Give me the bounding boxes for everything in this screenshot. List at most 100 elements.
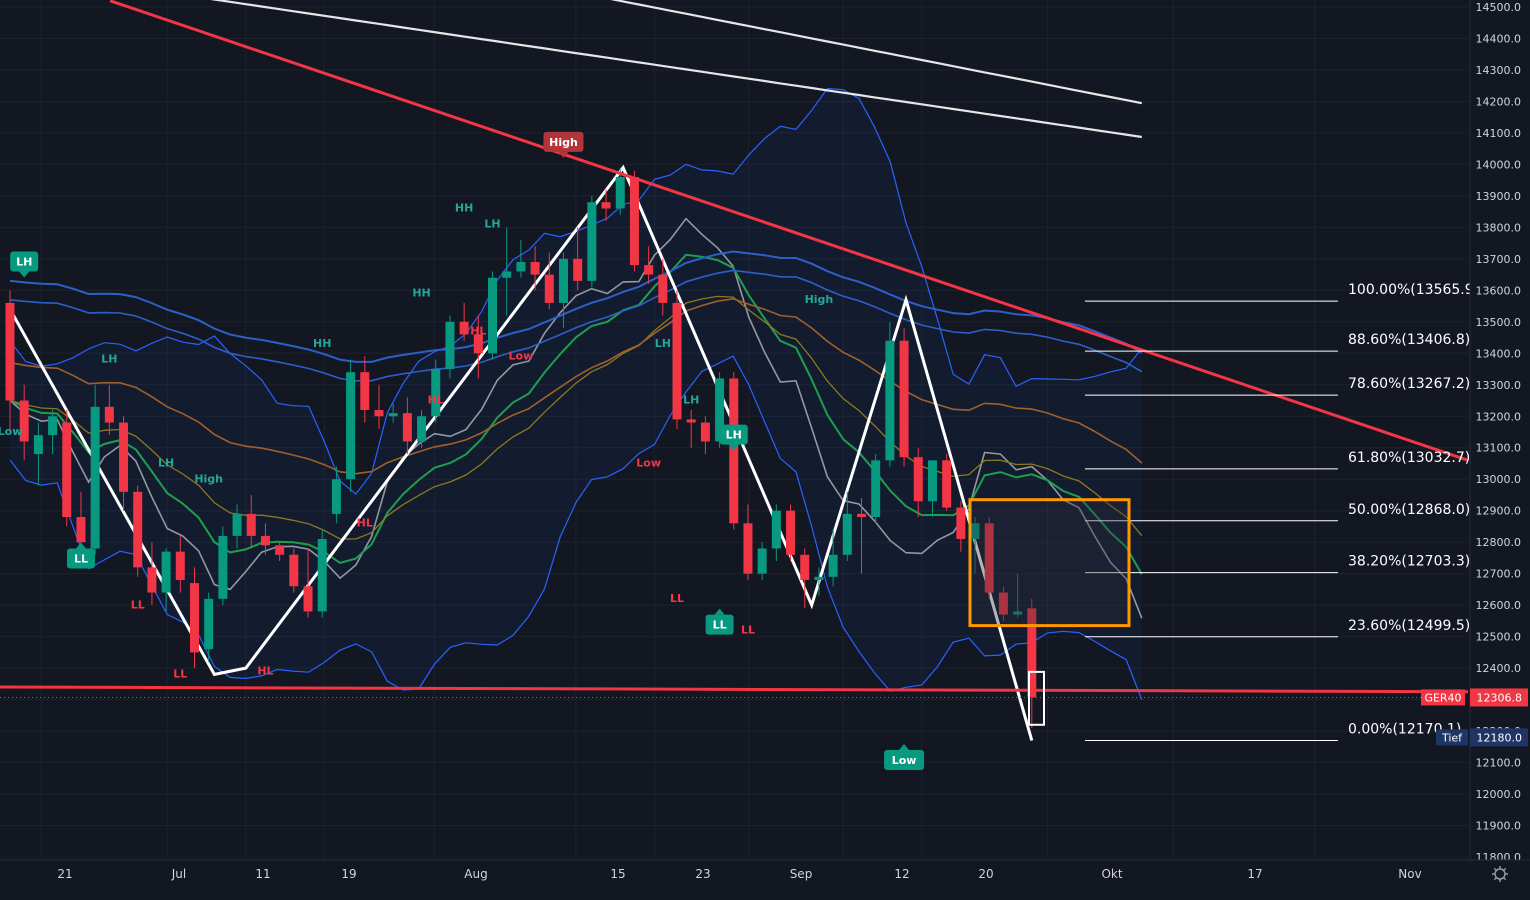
candle-body: [374, 409, 384, 417]
candle-body: [119, 422, 129, 492]
price-tick-label: 13100.0: [1476, 442, 1522, 455]
candle-body: [5, 302, 15, 401]
candle-body: [800, 554, 810, 580]
candle-body: [1027, 608, 1037, 698]
price-tick-label: 14200.0: [1476, 95, 1522, 108]
swing-badge-bg: [66, 548, 95, 569]
candle-body: [587, 202, 597, 281]
candle-body: [842, 513, 852, 555]
swing-badge-text: LL: [74, 552, 88, 565]
candle-body: [927, 460, 937, 502]
swing-label: LH: [101, 353, 117, 366]
swing-label: LH: [484, 217, 500, 230]
candle-body: [629, 177, 639, 266]
candle-body: [729, 378, 739, 524]
swing-label: LH: [158, 457, 174, 470]
candle-body: [998, 592, 1008, 615]
last-price-tag: 12306.8: [1477, 691, 1523, 704]
swing-label: Low: [0, 425, 22, 438]
time-axis-bg: [0, 860, 1530, 896]
fib-label: 38.20%(12703.3): [1348, 554, 1470, 570]
ma-brown: [9, 297, 1143, 475]
swing-badge: Low: [884, 743, 925, 770]
ma-white-2: [610, 0, 1143, 105]
swing-badge: LH: [10, 251, 39, 278]
swing-label: LL: [670, 592, 684, 605]
swing-badge-bg: [10, 251, 39, 272]
swing-badge-pointer: [714, 608, 725, 615]
price-tick-label: 12800.0: [1476, 536, 1522, 549]
ma-blue-2: [9, 269, 1143, 382]
price-tick-label: 11900.0: [1476, 820, 1522, 833]
candle-body: [431, 369, 441, 417]
swing-badge-text: High: [549, 136, 578, 149]
swing-badge-bg: [705, 614, 734, 635]
candle-body: [573, 258, 583, 281]
swing-label: HH: [412, 287, 430, 300]
candle-body: [899, 340, 909, 458]
ma-olive: [9, 295, 1143, 540]
candle-body: [871, 460, 881, 517]
swing-label: HL: [257, 664, 273, 677]
last-price-tag-bg: [1470, 688, 1528, 707]
swing-badge-pointer: [75, 542, 86, 549]
swing-label: LL: [173, 668, 187, 681]
price-tick-label: 13700.0: [1476, 253, 1522, 266]
price-tick-label: 12400.0: [1476, 662, 1522, 675]
price-tick-label: 14300.0: [1476, 64, 1522, 77]
swing-label: LH: [655, 337, 671, 350]
candle-body: [33, 435, 43, 455]
time-tick-label: Jul: [171, 867, 186, 881]
fib-label: 61.80%(13032.7): [1348, 450, 1470, 466]
symbol-tag: GER40: [1424, 691, 1461, 704]
swing-badge-bg: [543, 131, 584, 152]
candle-body: [516, 262, 526, 272]
price-tick-label: 13200.0: [1476, 410, 1522, 423]
candle-body: [62, 422, 72, 517]
candle-body: [488, 277, 498, 354]
ma-white-1: [210, 0, 1142, 139]
orange-zone-box[interactable]: [968, 498, 1131, 628]
time-tick-label: 23: [695, 867, 710, 881]
time-tick-label: Nov: [1398, 867, 1421, 881]
candle-body: [133, 491, 143, 568]
candle-body: [956, 507, 966, 540]
swing-label: High: [194, 472, 223, 485]
candle-body: [984, 523, 994, 593]
candle-body: [913, 457, 923, 502]
price-tick-label: 13400.0: [1476, 347, 1522, 360]
swing-label: HL: [428, 394, 444, 407]
price-tick-label: 12700.0: [1476, 568, 1522, 581]
gear-icon-tooth: [1503, 867, 1507, 871]
time-tick-label: Okt: [1101, 867, 1122, 881]
candle-body: [303, 586, 313, 612]
white-marker-box[interactable]: [1028, 670, 1045, 726]
candle-body: [90, 406, 100, 549]
candle-body: [175, 551, 185, 580]
swing-label: HL: [357, 516, 373, 529]
price-tick-label: 14500.0: [1476, 1, 1522, 14]
candle-body: [544, 274, 554, 303]
low-tag-label-bg: [1436, 729, 1468, 746]
gear-icon[interactable]: [1492, 866, 1508, 882]
candle-body: [715, 378, 725, 442]
candle-body: [771, 510, 781, 549]
swing-badge-bg: [884, 749, 925, 770]
candle-body: [388, 413, 398, 417]
price-tick-label: 12900.0: [1476, 505, 1522, 518]
candle-body: [672, 302, 682, 420]
swing-badge-pointer: [899, 743, 910, 750]
low-tag-price-bg: [1470, 728, 1528, 747]
time-tick-label: 20: [978, 867, 993, 881]
low-tag-price: 12180.0: [1477, 731, 1523, 744]
candle-body: [814, 576, 824, 580]
candle-body: [970, 523, 980, 540]
symbol-tag-bg: [1421, 689, 1465, 706]
candle-body: [161, 551, 171, 593]
swing-label: LL: [131, 598, 145, 611]
gear-icon-tooth: [1493, 877, 1497, 881]
time-tick-label: 12: [894, 867, 909, 881]
price-tick-label: 13900.0: [1476, 190, 1522, 203]
